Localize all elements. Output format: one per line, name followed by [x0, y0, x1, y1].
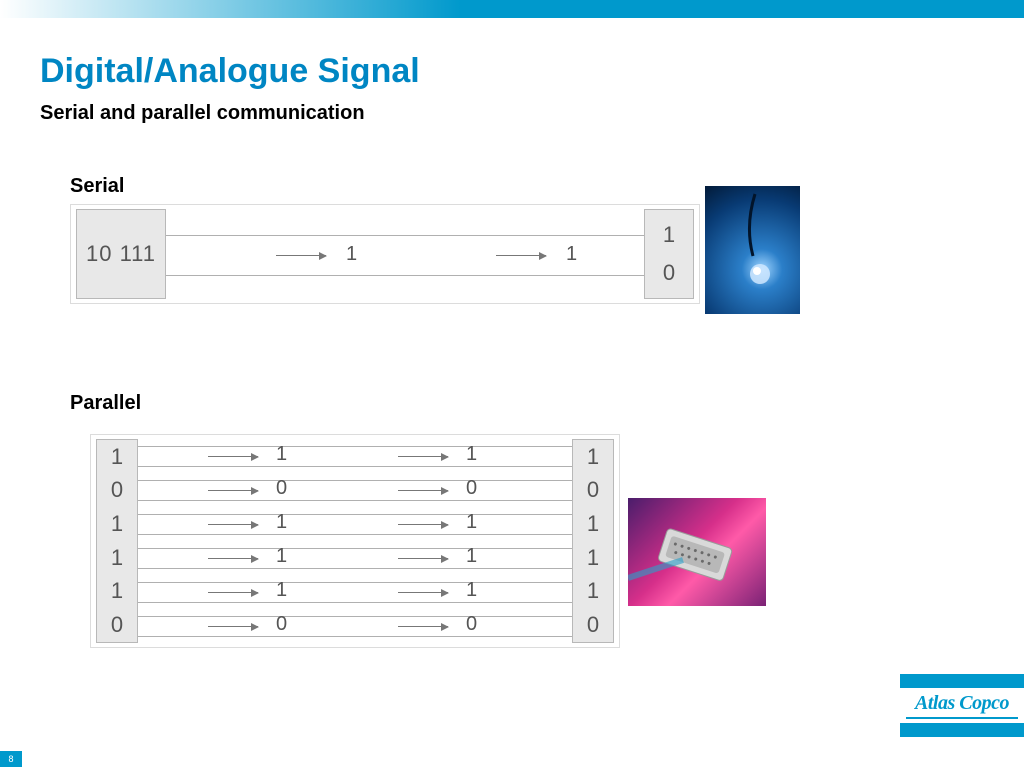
parallel-dest-bit: 0 — [587, 477, 599, 503]
parallel-wire-bit: 1 — [276, 579, 287, 602]
arrow-icon — [208, 592, 258, 593]
arrow-icon — [496, 255, 546, 256]
parallel-wire — [138, 616, 572, 617]
serial-dest-bit-0: 1 — [663, 216, 675, 254]
parallel-wire-bit: 0 — [466, 477, 477, 500]
parallel-wire-bit: 1 — [276, 443, 287, 466]
serial-wire-bit: 1 — [346, 243, 357, 266]
parallel-diagram-frame: 1 0 1 1 1 0 1 0 1 1 1 0 1 1 0 0 1 1 1 1 1 1 0 0 — [90, 434, 620, 648]
serial-source-box: 10 111 — [76, 209, 166, 299]
serial-wire-area: 1 1 — [166, 205, 644, 303]
parallel-wire — [138, 582, 572, 583]
serial-wire-bit: 1 — [566, 243, 577, 266]
arrow-icon — [398, 558, 448, 559]
serial-dest-bit-1: 0 — [663, 254, 675, 292]
parallel-wire — [138, 568, 572, 569]
brand-logo: Atlas Copco — [900, 674, 1024, 737]
parallel-dest-bit: 1 — [587, 578, 599, 604]
brand-logo-text: Atlas Copco — [900, 688, 1024, 717]
parallel-source-bit: 1 — [111, 444, 123, 470]
parallel-source-bit: 0 — [111, 477, 123, 503]
parallel-dest-bit: 1 — [587, 444, 599, 470]
parallel-source-bit: 0 — [111, 612, 123, 638]
parallel-source-bit: 1 — [111, 511, 123, 537]
parallel-wire — [138, 480, 572, 481]
parallel-wire-bit: 1 — [466, 579, 477, 602]
arrow-icon — [208, 456, 258, 457]
arrow-icon — [208, 490, 258, 491]
parallel-wire-bit: 1 — [466, 443, 477, 466]
arrow-icon — [208, 524, 258, 525]
parallel-dest-bit: 1 — [587, 545, 599, 571]
page-title: Digital/Analogue Signal — [40, 52, 420, 91]
serial-connector-photo — [705, 186, 800, 314]
parallel-wire — [138, 446, 572, 447]
parallel-wire-bit: 0 — [466, 613, 477, 636]
page-number: 8 — [8, 754, 13, 764]
serial-label: Serial — [70, 175, 124, 198]
parallel-wire — [138, 602, 572, 603]
parallel-connector-photo — [628, 498, 766, 606]
parallel-wire-bit: 1 — [276, 511, 287, 534]
parallel-label: Parallel — [70, 392, 141, 415]
parallel-source-box: 1 0 1 1 1 0 — [96, 439, 138, 643]
serial-wire-top — [166, 235, 644, 236]
parallel-dest-bit: 0 — [587, 612, 599, 638]
parallel-wire — [138, 500, 572, 501]
parallel-wire-area: 1 1 0 0 1 1 1 1 1 1 0 0 — [138, 439, 572, 643]
parallel-dest-box: 1 0 1 1 1 0 — [572, 439, 614, 643]
parallel-wire-bit: 0 — [276, 477, 287, 500]
page-number-badge: 8 — [0, 751, 22, 767]
arrow-icon — [398, 592, 448, 593]
parallel-wire-bit: 0 — [276, 613, 287, 636]
parallel-wire — [138, 514, 572, 515]
arrow-icon — [208, 626, 258, 627]
parallel-dest-bit: 1 — [587, 511, 599, 537]
parallel-wire-bit: 1 — [466, 511, 477, 534]
serial-diagram-frame: 10 111 1 0 1 1 — [70, 204, 700, 304]
arrow-icon — [398, 456, 448, 457]
top-gradient-bar — [0, 0, 1024, 18]
parallel-wire — [138, 466, 572, 467]
parallel-wire-bit: 1 — [276, 545, 287, 568]
arrow-icon — [398, 626, 448, 627]
serial-wire-bottom — [166, 275, 644, 276]
arrow-icon — [276, 255, 326, 256]
parallel-wire — [138, 636, 572, 637]
parallel-source-bit: 1 — [111, 578, 123, 604]
page-subtitle: Serial and parallel communication — [40, 102, 365, 125]
parallel-wire-bit: 1 — [466, 545, 477, 568]
parallel-wire — [138, 548, 572, 549]
parallel-source-bit: 1 — [111, 545, 123, 571]
arrow-icon — [208, 558, 258, 559]
parallel-wire — [138, 534, 572, 535]
arrow-icon — [398, 524, 448, 525]
arrow-icon — [398, 490, 448, 491]
serial-source-text: 10 111 — [86, 241, 156, 267]
serial-dest-box: 1 0 — [644, 209, 694, 299]
